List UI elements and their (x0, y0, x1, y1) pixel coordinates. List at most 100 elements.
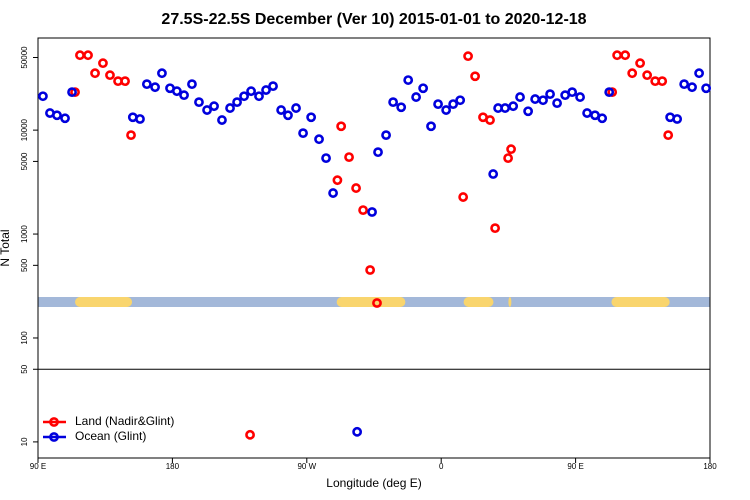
point (597, 113, 608, 124)
point (463, 51, 473, 62)
y-tick-label: 500 (20, 258, 29, 272)
point (663, 130, 674, 141)
point (352, 426, 363, 437)
chart-title: 27.5S-22.5S December (Ver 10) 2015-01-01… (161, 11, 586, 28)
point (433, 99, 443, 110)
point (268, 81, 278, 92)
point (209, 101, 219, 112)
point (291, 103, 301, 113)
x-tick-label: 90 E (567, 462, 583, 471)
x-axis-label: Longitude (deg E) (326, 476, 421, 490)
land-segment (508, 297, 512, 307)
point (232, 97, 242, 108)
x-tick-label: 90 E (30, 462, 46, 471)
point (202, 105, 212, 115)
point (171, 86, 182, 97)
point (351, 183, 361, 193)
point (141, 79, 152, 90)
point (373, 147, 383, 158)
point (448, 99, 459, 110)
point (506, 144, 516, 155)
point (332, 175, 343, 186)
point (694, 68, 704, 79)
point (672, 114, 683, 124)
point (604, 87, 615, 98)
point (488, 169, 499, 179)
point (135, 114, 145, 124)
point (67, 87, 77, 98)
point (179, 90, 189, 101)
point (225, 103, 235, 113)
y-tick-label: 10 (20, 437, 29, 446)
point (245, 429, 255, 440)
point (38, 91, 48, 102)
legend-marker (49, 432, 59, 442)
point (503, 153, 514, 164)
point (105, 70, 115, 81)
x-tick-label: 180 (703, 462, 717, 471)
point (328, 188, 338, 198)
x-tick-label: 0 (439, 462, 444, 471)
y-tick-label: 100 (20, 331, 29, 345)
y-tick-label: 1000 (20, 225, 29, 243)
point (530, 94, 541, 104)
point (538, 95, 548, 106)
point (239, 91, 249, 102)
point (418, 83, 429, 94)
y-tick-label: 50 (20, 364, 29, 373)
point (441, 105, 452, 115)
point (60, 113, 70, 124)
point (642, 70, 653, 81)
point (396, 102, 407, 113)
point (90, 68, 100, 79)
y-axis-label: N Total (0, 229, 12, 266)
point (358, 205, 368, 216)
legend-label: Ocean (Glint) (75, 429, 146, 443)
point (701, 83, 712, 94)
point (83, 50, 93, 61)
point (687, 82, 697, 93)
point (582, 108, 592, 118)
point (276, 105, 287, 115)
point (120, 76, 130, 87)
point (411, 92, 422, 102)
point (545, 89, 555, 100)
point (455, 95, 466, 106)
point (298, 128, 308, 139)
point (620, 50, 631, 61)
point (98, 58, 108, 69)
point (336, 121, 347, 132)
point (403, 75, 414, 85)
point (381, 130, 391, 141)
point (283, 110, 293, 121)
legend-label: Land (Nadir&Glint) (75, 414, 174, 428)
point (344, 152, 354, 163)
land-segment (336, 297, 406, 307)
point (635, 58, 646, 69)
point (126, 130, 136, 141)
point (500, 103, 511, 113)
point (388, 97, 399, 108)
point (150, 82, 160, 93)
y-tick-label: 50000 (20, 46, 29, 69)
point (508, 101, 519, 112)
point (490, 223, 501, 234)
point (157, 68, 167, 79)
point (321, 153, 331, 164)
x-tick-label: 90 W (297, 462, 316, 471)
point (515, 92, 525, 102)
point (367, 207, 377, 217)
point (261, 85, 271, 95)
point (254, 91, 264, 102)
point (627, 68, 638, 79)
point (679, 79, 690, 90)
point (458, 192, 469, 202)
point (372, 298, 382, 308)
point (552, 98, 562, 109)
point (246, 86, 256, 97)
legend-marker (49, 417, 59, 427)
point (194, 97, 204, 108)
plot-frame (37, 37, 711, 459)
point (470, 71, 480, 82)
